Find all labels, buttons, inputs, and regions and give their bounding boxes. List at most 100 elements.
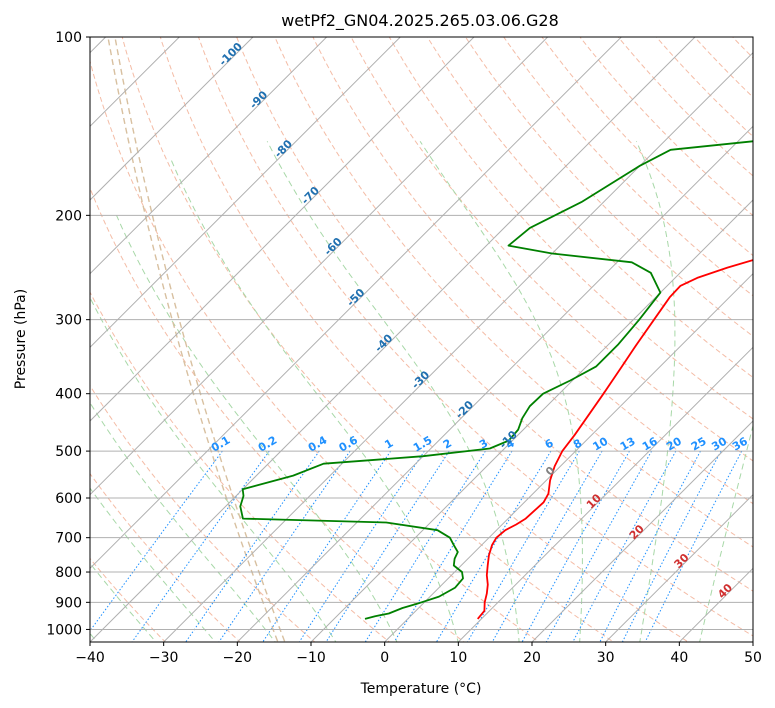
moist-adiabat [419, 141, 583, 642]
y-tick-label: 1000 [46, 622, 82, 638]
temperature-line [477, 259, 753, 620]
mixing-ratio-line [218, 450, 351, 642]
dry-adiabat [90, 291, 391, 642]
moist-adiabats [90, 141, 753, 642]
mixing-ratio-line [131, 450, 270, 642]
y-tick-label: 700 [55, 531, 82, 547]
dry-adiabat [541, 37, 753, 257]
isotherm-label: -20 [453, 398, 476, 421]
moist-adiabat [635, 141, 676, 642]
dry-adiabat [731, 37, 753, 59]
moist-adiabat [90, 562, 157, 642]
moist-adiabat [90, 296, 337, 642]
isotherm-label: -100 [216, 40, 245, 69]
mixing-ratio-line [572, 450, 677, 642]
moist-adiabat [116, 215, 398, 642]
dewpoint-line [239, 140, 753, 620]
isotherm-label: 10 [584, 491, 604, 511]
dry-adiabats [90, 10, 775, 654]
dry-adiabat [197, 37, 753, 637]
x-axis-label: Temperature (°C) [360, 681, 482, 697]
dry-adiabat [579, 37, 753, 217]
y-tick-label: 800 [55, 565, 82, 581]
y-tick-label: 200 [55, 208, 82, 224]
y-tick-label: 900 [55, 595, 82, 611]
dry-adiabat [274, 37, 753, 548]
x-tick-label: 20 [523, 650, 541, 666]
x-tick-label: −10 [296, 650, 326, 666]
dry-adiabat [236, 37, 753, 592]
dry-adiabat [388, 37, 753, 420]
x-tick-label: 0 [380, 650, 389, 666]
isotherm-label: -70 [299, 184, 322, 207]
moist-adiabat [90, 487, 216, 642]
isotherm-line [310, 199, 753, 642]
mixing-ratio-line [262, 450, 392, 642]
dry-adiabat [90, 384, 316, 642]
mixing-ratio-line [298, 450, 425, 642]
isotherm-line [236, 125, 753, 642]
y-ticks: 100 200 300 400 500 600 700 800 900 1000 [46, 30, 90, 638]
mixing-ratio-line [644, 450, 743, 642]
mixing-ratio-line [435, 450, 552, 642]
mixing-ratio-label: 1 [382, 437, 395, 452]
dry-adiabat [426, 37, 753, 379]
isotherm-line [90, 37, 475, 422]
isotherm-label: -60 [322, 235, 345, 258]
skewed-isotherms [0, 10, 753, 654]
dry-adiabat [312, 37, 753, 505]
dry-adiabat [745, 10, 775, 654]
x-tick-label: −20 [223, 650, 253, 666]
isotherm-label: -50 [344, 286, 367, 309]
mixing-ratio-label: 2 [441, 437, 454, 452]
mixing-ratio-line [466, 450, 580, 642]
plot-area: 0.1 0.2 0.4 0.6 1 1.5 2 3 4 6 8 10 13 16 20 25 30 36-100-… [0, 10, 775, 654]
isotherm-line [0, 10, 59, 654]
mixing-ratio-line [185, 450, 320, 642]
mixing-ratio-line [621, 450, 722, 642]
isotherm-line [90, 37, 254, 201]
mixing-ratio-lines [90, 450, 743, 642]
mixing-ratio-line [545, 450, 653, 642]
x-tick-label: −30 [149, 650, 179, 666]
x-tick-label: 50 [744, 650, 762, 666]
freezing-curve-line [114, 37, 286, 642]
mixing-ratio-line [491, 450, 603, 642]
moist-adiabat [90, 632, 98, 642]
isotherm-line [90, 37, 623, 570]
moist-adiabat [169, 157, 459, 642]
dry-adiabat [159, 37, 690, 642]
mixing-ratio-label: 6 [543, 436, 556, 451]
pressure-gridlines [90, 37, 753, 630]
mixing-ratio-line [521, 450, 630, 642]
isotherm-line [90, 37, 402, 349]
isotherm-line [90, 37, 549, 496]
chart-title: wetPf2_GN04.2025.265.03.06.G28 [281, 11, 559, 31]
dry-adiabat [90, 186, 465, 642]
isotherm-label: 20 [627, 522, 647, 542]
dry-adiabat [90, 59, 540, 642]
isotherm-line [604, 493, 753, 642]
mixing-ratio-line [364, 450, 486, 642]
moist-adiabat [266, 141, 520, 642]
y-tick-label: 300 [55, 313, 82, 329]
isotherm-line [90, 37, 696, 642]
y-tick-label: 500 [55, 444, 82, 460]
plot-frame [89, 36, 754, 643]
y-axis-label: Pressure (hPa) [13, 289, 29, 389]
isotherm-line [90, 37, 181, 128]
dry-adiabat [350, 37, 753, 462]
mixing-ratio-line [393, 450, 513, 642]
dry-adiabat [90, 472, 241, 642]
isotherm-label: -40 [372, 331, 395, 354]
isotherm-line [383, 272, 753, 642]
x-tick-label: 30 [597, 650, 615, 666]
mixing-ratio-line [599, 450, 701, 642]
freezing-curve-line [107, 37, 279, 642]
y-tick-label: 100 [55, 30, 82, 46]
x-tick-label: −40 [75, 650, 105, 666]
isotherm-label: 40 [715, 581, 735, 601]
y-tick-label: 400 [55, 387, 82, 403]
mixing-ratio-line [90, 450, 223, 632]
